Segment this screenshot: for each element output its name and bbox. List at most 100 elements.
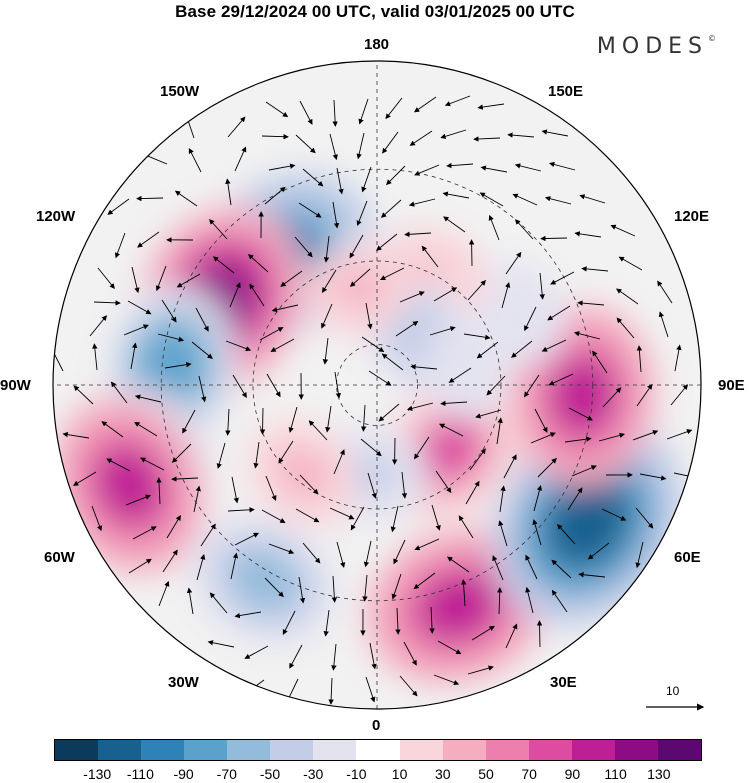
wind-arrow <box>439 423 464 437</box>
wind-arrow <box>429 606 435 634</box>
wind-arrow <box>525 554 538 580</box>
wind-arrow <box>581 266 609 272</box>
colorbar-tick-label: 50 <box>478 766 494 782</box>
anomaly-blob <box>95 445 164 525</box>
wind-arrow <box>367 472 377 499</box>
wind-arrow <box>414 436 430 460</box>
colorbar-tick-label: 130 <box>647 766 671 782</box>
wind-arrow <box>191 341 213 359</box>
wind-arrow <box>298 202 322 218</box>
wind-arrow <box>232 374 247 399</box>
wind-arrow <box>533 484 543 512</box>
wind-arrow <box>525 586 534 614</box>
wind-arrow <box>209 592 228 614</box>
wind-arrow <box>391 573 402 600</box>
wind-arrow <box>132 526 157 540</box>
wind-arrow <box>404 231 432 238</box>
wind-arrow <box>408 198 436 207</box>
colorbar-tick-label: -110 <box>126 766 154 782</box>
wind-arrow <box>299 100 313 125</box>
wind-arrow <box>544 196 572 205</box>
wind-arrow <box>247 254 269 273</box>
wind-arrow <box>302 168 324 187</box>
wind-arrow <box>380 199 402 218</box>
wind-arrow <box>477 103 505 110</box>
wind-arrow <box>379 267 405 281</box>
wind-arrow <box>362 574 368 602</box>
wind-arrow <box>564 436 592 443</box>
wind-arrow <box>537 457 557 478</box>
wind-arrow <box>475 409 502 419</box>
wind-arrow <box>469 448 486 471</box>
colorbar-segment <box>55 740 99 760</box>
wind-arrow <box>514 163 542 172</box>
wind-arrow <box>403 641 417 666</box>
wind-arrow <box>598 432 625 442</box>
wind-arrow <box>158 580 170 607</box>
wind-arrow <box>534 408 548 433</box>
wind-arrow <box>136 195 164 202</box>
wind-arrow <box>458 515 474 539</box>
anomaly-blob <box>419 419 482 483</box>
wind-arrow <box>259 327 284 341</box>
wind-arrow <box>164 361 192 369</box>
wind-arrow <box>532 519 542 546</box>
wind-arrow <box>592 350 608 374</box>
wind-arrow <box>323 609 330 637</box>
wind-arrow <box>188 147 202 173</box>
anomaly-blob <box>277 449 328 498</box>
wind-arrow <box>505 251 522 275</box>
wind-arrow <box>658 311 669 338</box>
wind-arrow <box>473 136 501 142</box>
wind-arrow <box>130 342 138 370</box>
wind-arrow <box>271 304 299 313</box>
wind-arrow <box>399 675 418 697</box>
wind-arrow <box>225 178 232 206</box>
wind-arrow <box>365 302 373 330</box>
wind-arrow <box>265 101 289 118</box>
wind-arrow <box>356 200 368 227</box>
wind-arrow <box>336 167 344 195</box>
wind-vectors <box>53 95 701 705</box>
wind-arrow <box>433 674 460 686</box>
colorbar-segment <box>399 740 443 760</box>
wind-arrow <box>395 321 419 337</box>
wind-arrow <box>358 98 369 125</box>
wind-arrow <box>230 552 239 580</box>
wind-arrow <box>329 507 355 520</box>
colorbar-segment <box>571 740 615 760</box>
wind-arrow <box>162 549 178 573</box>
wind-arrow <box>551 559 572 579</box>
wind-arrow <box>460 579 467 607</box>
wind-arrow <box>632 430 659 441</box>
colorbar-segment <box>141 740 185 760</box>
wind-arrow <box>496 417 503 445</box>
wind-arrow <box>328 677 334 705</box>
wind-arrow <box>200 523 216 547</box>
wind-arrow <box>323 235 330 263</box>
wind-arrow <box>369 642 377 670</box>
wind-arrow <box>433 287 458 302</box>
wind-arrow <box>333 449 345 475</box>
chart-title: Base 29/12/2024 00 UTC, valid 03/01/2025… <box>175 2 575 21</box>
wind-arrow <box>264 186 286 205</box>
colorbar-segment <box>614 740 658 760</box>
wind-arrow <box>261 134 289 140</box>
colorbar-segment <box>442 740 486 760</box>
colorbar-tick-label: 10 <box>391 766 408 782</box>
wind-arrow <box>265 475 277 501</box>
wind-arrow <box>480 165 508 173</box>
label-120e: 120E <box>674 208 710 225</box>
wind-arrow <box>174 190 198 207</box>
colorbar-segment <box>657 740 701 760</box>
label-60w: 60W <box>44 549 75 566</box>
wind-arrow <box>442 191 470 199</box>
anomaly-blob <box>498 289 540 337</box>
colorbar-segment <box>485 740 529 760</box>
wind-arrow <box>674 344 682 372</box>
wind-arrow <box>382 131 399 154</box>
wind-arrow <box>479 192 504 207</box>
colorbar-tick-label: -50 <box>259 766 281 782</box>
wind-arrow <box>488 214 500 241</box>
modes-logo: MODES© <box>596 34 716 59</box>
